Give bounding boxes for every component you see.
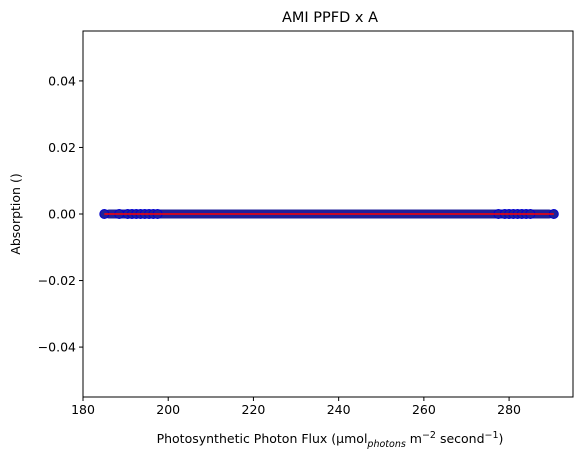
- y-tick-label: 0.02: [48, 140, 76, 155]
- x-axis-label-exp-second: −1: [485, 430, 499, 441]
- x-tick-label: 180: [71, 402, 95, 417]
- x-axis-label: Photosynthetic Photon Flux (µmolphotons …: [157, 430, 504, 450]
- y-tick-label: −0.04: [38, 340, 76, 355]
- y-tick-label: −0.02: [38, 273, 76, 288]
- x-axis-ticks: 180 200 220 240 260 280: [71, 397, 521, 417]
- x-tick-label: 240: [327, 402, 351, 417]
- y-tick-label: 0.00: [48, 207, 76, 222]
- plot-area: [99, 209, 559, 219]
- x-axis-label-main: Photosynthetic Photon Flux (µmol: [157, 431, 368, 446]
- x-tick-label: 280: [497, 402, 521, 417]
- x-axis-label-subscript: photons: [366, 439, 405, 450]
- y-axis-label: Absorption (): [8, 173, 23, 254]
- x-tick-label: 200: [156, 402, 180, 417]
- y-tick-label: 0.04: [48, 73, 76, 88]
- x-tick-label: 260: [412, 402, 436, 417]
- y-axis-ticks: −0.04 −0.02 0.00 0.02 0.04: [38, 73, 83, 355]
- chart-title: AMI PPFD x A: [282, 10, 378, 26]
- x-axis-label-exp-m: −2: [422, 430, 436, 441]
- x-axis-label-unit-second: second: [436, 431, 485, 446]
- x-axis-label-unit-m: m: [406, 431, 422, 446]
- x-tick-label: 220: [242, 402, 266, 417]
- x-axis-label-close: ): [499, 431, 504, 446]
